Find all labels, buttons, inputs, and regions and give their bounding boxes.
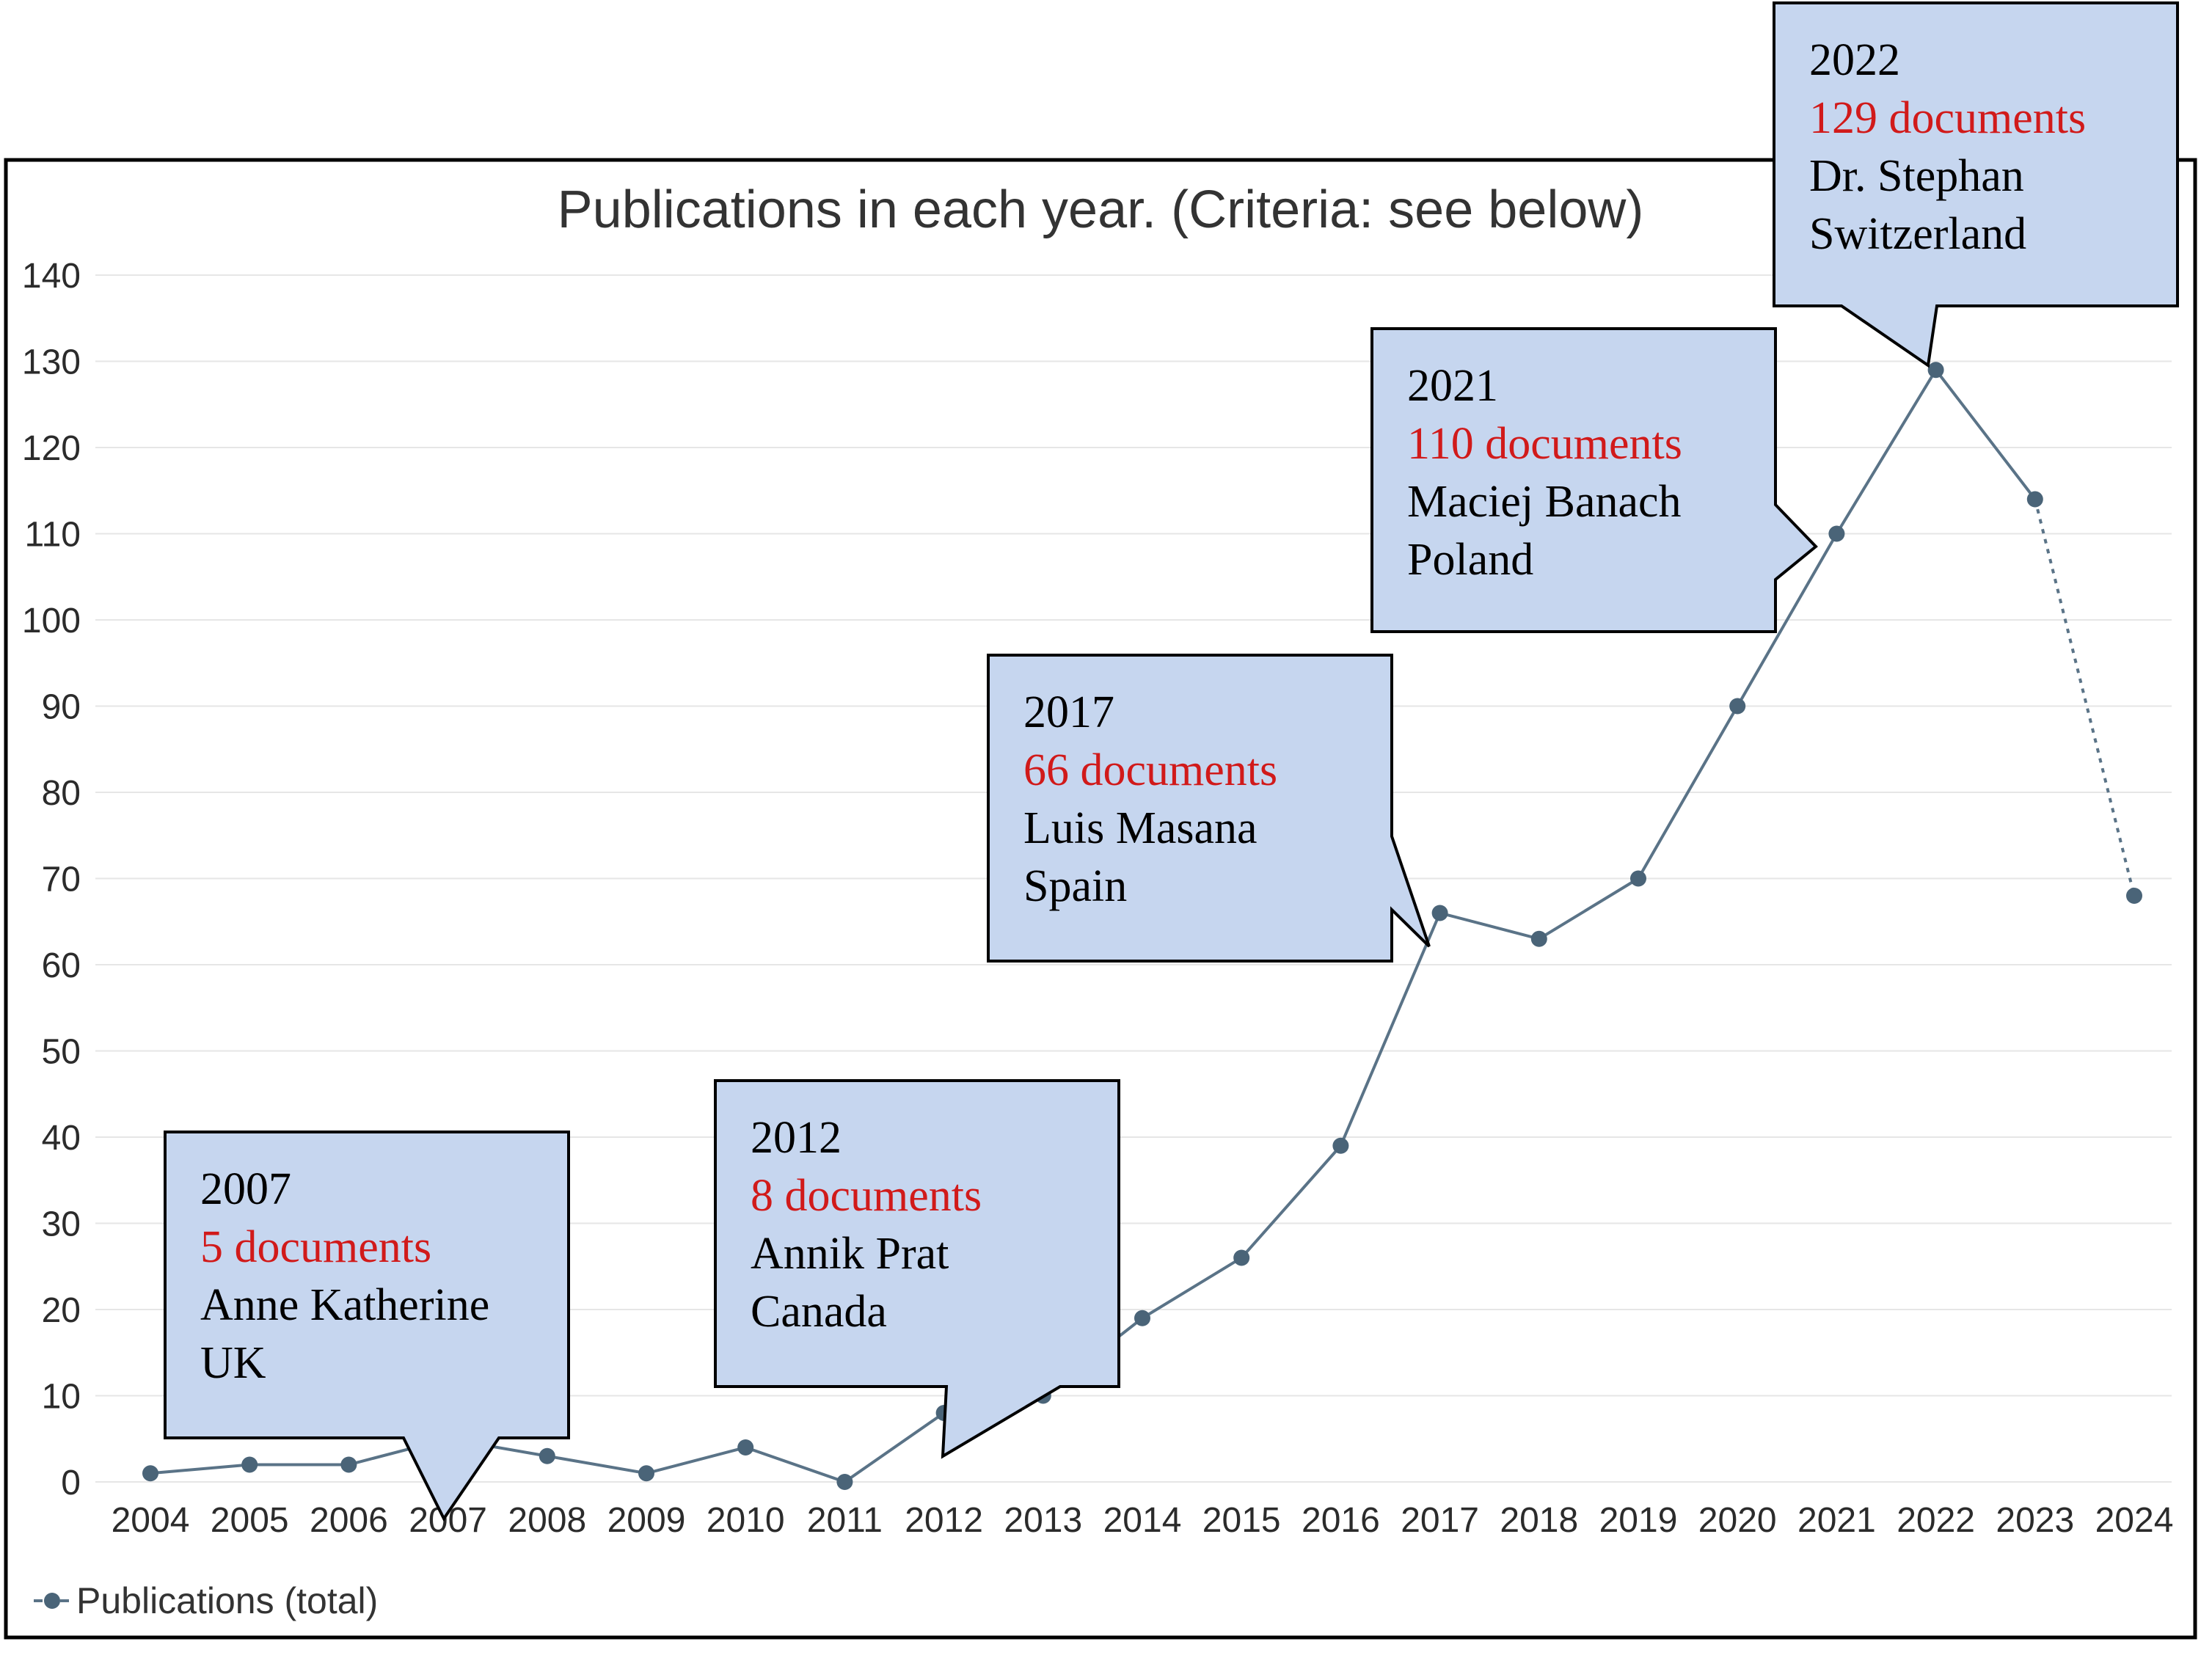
callout-2007: 2007 5 documents Anne Katherine UK — [164, 1131, 570, 1522]
data-point-2008 — [539, 1447, 555, 1464]
x-tick-label: 2009 — [607, 1501, 686, 1540]
data-point-2020 — [1729, 698, 1746, 715]
data-point-2023 — [2026, 491, 2043, 508]
callout-country: Spain — [1023, 861, 1127, 911]
data-point-2014 — [1134, 1310, 1150, 1326]
callout-documents: 5 documents — [200, 1222, 431, 1272]
callout-name: Luis Masana — [1023, 803, 1258, 853]
y-tick-label: 100 — [22, 602, 81, 640]
chart-title: Publications in each year. (Criteria: se… — [558, 180, 1644, 239]
data-point-2010 — [737, 1439, 754, 1456]
x-tick-label: 2020 — [1698, 1501, 1777, 1540]
x-tick-label: 2012 — [905, 1501, 983, 1540]
x-tick-label: 2015 — [1202, 1501, 1281, 1540]
callout-2012: 2012 8 documents Annik Prat Canada — [714, 1079, 1120, 1459]
y-tick-label: 10 — [42, 1378, 81, 1417]
callout-box — [1773, 1, 2179, 368]
x-tick-label: 2014 — [1103, 1501, 1182, 1540]
data-point-2016 — [1332, 1137, 1349, 1154]
callout-documents: 66 documents — [1023, 745, 1277, 795]
legend-marker — [44, 1593, 60, 1609]
x-tick-label: 2006 — [310, 1501, 388, 1540]
x-tick-label: 2010 — [707, 1501, 785, 1540]
data-point-2009 — [638, 1465, 654, 1482]
callout-name: Maciej Banach — [1407, 477, 1682, 527]
data-point-2024 — [2126, 888, 2142, 904]
callout-year: 2021 — [1407, 361, 1498, 411]
legend-label: Publications (total) — [76, 1580, 378, 1621]
y-tick-label: 110 — [24, 516, 81, 555]
y-tick-label: 130 — [22, 343, 81, 382]
callout-2017: 2017 66 documents Luis Masana Spain — [987, 654, 1431, 963]
callout-name: Anne Katherine — [200, 1280, 489, 1330]
y-axis-ticks: 0 10 20 30 40 50 60 70 80 90 100 110 120 130 140 — [22, 257, 81, 1502]
callout-documents: 129 documents — [1809, 93, 2086, 143]
x-tick-label: 2011 — [807, 1501, 883, 1540]
callout-box — [164, 1131, 570, 1522]
y-tick-label: 60 — [42, 946, 81, 985]
annotation-callouts: 2007 5 documents Anne Katherine UK 2012 8 doc… — [164, 1, 2179, 1522]
callout-2021: 2021 110 documents Maciej Banach Poland — [1370, 327, 1818, 633]
x-tick-label: 2016 — [1302, 1501, 1380, 1540]
data-point-2004 — [142, 1465, 158, 1482]
data-point-2005 — [241, 1456, 258, 1473]
x-tick-label: 2017 — [1401, 1501, 1479, 1540]
callout-name: Annik Prat — [751, 1229, 949, 1279]
data-point-2021 — [1828, 525, 1845, 542]
callout-country: UK — [200, 1338, 266, 1388]
x-tick-label: 2005 — [211, 1501, 289, 1540]
data-point-2018 — [1530, 930, 1547, 947]
callout-year: 2017 — [1023, 687, 1114, 737]
y-tick-label: 40 — [42, 1119, 81, 1158]
y-tick-label: 80 — [42, 774, 81, 813]
y-tick-label: 0 — [61, 1464, 81, 1502]
callout-year: 2007 — [200, 1164, 291, 1214]
x-tick-label: 2013 — [1004, 1501, 1082, 1540]
x-tick-label: 2021 — [1797, 1501, 1876, 1540]
data-point-2017 — [1431, 905, 1448, 921]
y-tick-label: 120 — [22, 429, 81, 468]
y-tick-label: 140 — [22, 257, 81, 296]
callout-year: 2022 — [1809, 35, 1900, 85]
series-line-projected — [2033, 499, 2136, 896]
data-point-2022 — [1927, 362, 1944, 379]
legend: Publications (total) — [34, 1580, 378, 1621]
data-point-2011 — [836, 1474, 853, 1490]
callout-box — [987, 654, 1431, 963]
data-point-2019 — [1630, 870, 1646, 887]
x-tick-label: 2024 — [2095, 1501, 2174, 1540]
x-tick-label: 2019 — [1599, 1501, 1678, 1540]
data-point-2015 — [1233, 1249, 1250, 1266]
y-tick-label: 30 — [42, 1205, 81, 1244]
data-point-2006 — [340, 1456, 357, 1473]
callout-documents: 110 documents — [1407, 419, 1682, 469]
x-tick-label: 2008 — [508, 1501, 586, 1540]
callout-documents: 8 documents — [751, 1171, 982, 1221]
x-axis-ticks: 2004 2005 2006 2007 2008 2009 2010 2011 2012 2013… — [112, 1501, 2174, 1540]
callout-country: Canada — [751, 1287, 887, 1337]
callout-year: 2012 — [751, 1113, 842, 1163]
x-tick-label: 2022 — [1897, 1501, 1975, 1540]
callout-name: Dr. Stephan — [1809, 151, 2024, 201]
callout-2022: 2022 129 documents Dr. Stephan Switzerland — [1773, 1, 2179, 368]
callout-country: Poland — [1407, 535, 1533, 585]
y-tick-label: 90 — [42, 688, 81, 727]
y-tick-label: 50 — [42, 1033, 81, 1072]
callout-country: Switzerland — [1809, 209, 2026, 259]
y-tick-label: 20 — [42, 1291, 81, 1330]
x-tick-label: 2018 — [1500, 1501, 1578, 1540]
x-tick-label: 2023 — [1996, 1501, 2074, 1540]
callout-box — [714, 1079, 1120, 1459]
callout-box — [1370, 327, 1818, 633]
x-tick-label: 2004 — [112, 1501, 190, 1540]
y-tick-label: 70 — [42, 861, 81, 899]
